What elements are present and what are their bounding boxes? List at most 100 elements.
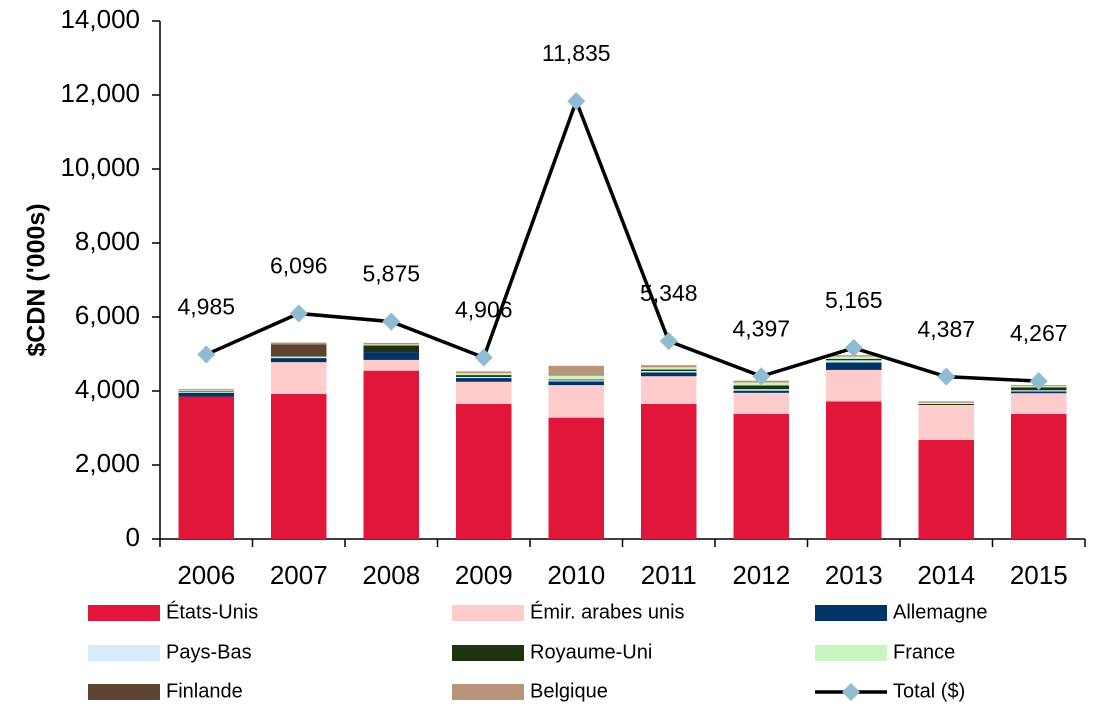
legend-swatch (88, 684, 160, 700)
bar-segment (641, 365, 697, 368)
bar-segment (271, 357, 327, 359)
bar-segment (271, 342, 327, 345)
data-label: 6,096 (270, 253, 328, 279)
bar-segment (918, 403, 974, 406)
bar-segment (733, 389, 789, 391)
y-tick-label: 0 (126, 522, 140, 552)
x-tick-label: 2009 (455, 560, 513, 590)
bar-segment (548, 417, 604, 539)
bar-segment (363, 345, 419, 353)
x-tick-label: 2006 (177, 560, 235, 590)
y-tick-label: 14,000 (60, 4, 140, 34)
data-label: 11,835 (542, 40, 611, 66)
bar-segment (918, 405, 974, 440)
bar-segment (826, 360, 882, 363)
bar-segment (733, 392, 789, 414)
x-tick-label: 2012 (732, 560, 790, 590)
y-tick-label: 10,000 (60, 152, 140, 182)
bar-segment (641, 372, 697, 377)
total-marker (382, 312, 401, 331)
total-marker (659, 332, 678, 351)
bar-segment (641, 369, 697, 372)
total-marker (289, 304, 308, 323)
legend-marker (842, 683, 860, 701)
legend-swatch (88, 645, 160, 661)
bar-segment (178, 391, 234, 393)
bar-segment (178, 390, 234, 392)
data-label: 4,985 (177, 294, 235, 320)
total-marker (1029, 372, 1048, 391)
legend-label: France (893, 641, 955, 663)
bar-segment (548, 375, 604, 380)
bar-segment (456, 375, 512, 377)
y-tick-label: 4,000 (75, 374, 140, 404)
x-tick-label: 2010 (547, 560, 605, 590)
bar-segment (641, 371, 697, 373)
bar-segment (271, 358, 327, 363)
bar-segment (733, 413, 789, 539)
bar-segment (1011, 391, 1067, 394)
y-tick-label: 12,000 (60, 78, 140, 108)
bar-segment (178, 396, 234, 539)
bar-segment (1011, 413, 1067, 539)
data-label: 4,906 (455, 297, 513, 323)
data-label: 4,267 (1010, 320, 1068, 346)
x-tick-label: 2014 (917, 560, 975, 590)
total-line (205, 96, 1039, 383)
data-label: 5,875 (362, 261, 420, 287)
bar-segment (918, 402, 974, 404)
data-label: 5,165 (825, 287, 883, 313)
bar-segment (918, 405, 974, 406)
bar-segment (1011, 390, 1067, 392)
bar-segment (456, 376, 512, 379)
bar-segment (271, 344, 327, 357)
bar-segment (271, 393, 327, 539)
bar-segment (456, 378, 512, 382)
legend-swatch (452, 605, 524, 621)
bar-segment (178, 392, 234, 397)
y-tick-label: 8,000 (75, 226, 140, 256)
bar-segment (271, 362, 327, 394)
legend-label: Émir. arabes unis (530, 600, 685, 623)
bar-segment (548, 379, 604, 381)
y-tick-label: 2,000 (75, 448, 140, 478)
bar-segment (456, 381, 512, 404)
x-tick-label: 2015 (1010, 560, 1068, 590)
bar-segment (178, 389, 234, 391)
legend-label: Belgique (530, 680, 608, 702)
bar-segment (271, 356, 327, 358)
bar-segment (456, 403, 512, 539)
bar-segment (733, 385, 789, 390)
bar-segment (456, 373, 512, 376)
x-tick-label: 2007 (270, 560, 328, 590)
legend-label: Finlande (166, 680, 243, 702)
legend-label: Total ($) (893, 680, 965, 702)
bar-segment (641, 403, 697, 539)
legend-swatch (452, 645, 524, 661)
bar-segment (363, 352, 419, 360)
bar-segment (826, 369, 882, 402)
bar-segment (548, 380, 604, 382)
bar-segment (363, 359, 419, 371)
bar-segment (826, 362, 882, 370)
total-marker (567, 92, 586, 111)
bar-segment (918, 439, 974, 539)
y-tick-label: 6,000 (75, 300, 140, 330)
total-marker (197, 345, 216, 364)
legend-swatch (88, 605, 160, 621)
bar-segment (548, 385, 604, 418)
legend-label: États-Unis (166, 600, 258, 623)
total-marker (474, 348, 493, 367)
legend-swatch (452, 684, 524, 700)
bar-segment (363, 370, 419, 539)
legend-label: Allemagne (893, 601, 988, 623)
bar-segment (826, 356, 882, 359)
legend-label: Pays-Bas (166, 641, 252, 663)
total-marker (844, 338, 863, 357)
bar-segment (178, 392, 234, 393)
bar-segment (363, 344, 419, 346)
bar-segment (548, 365, 604, 376)
total-marker (752, 367, 771, 386)
bar-segment (641, 376, 697, 404)
